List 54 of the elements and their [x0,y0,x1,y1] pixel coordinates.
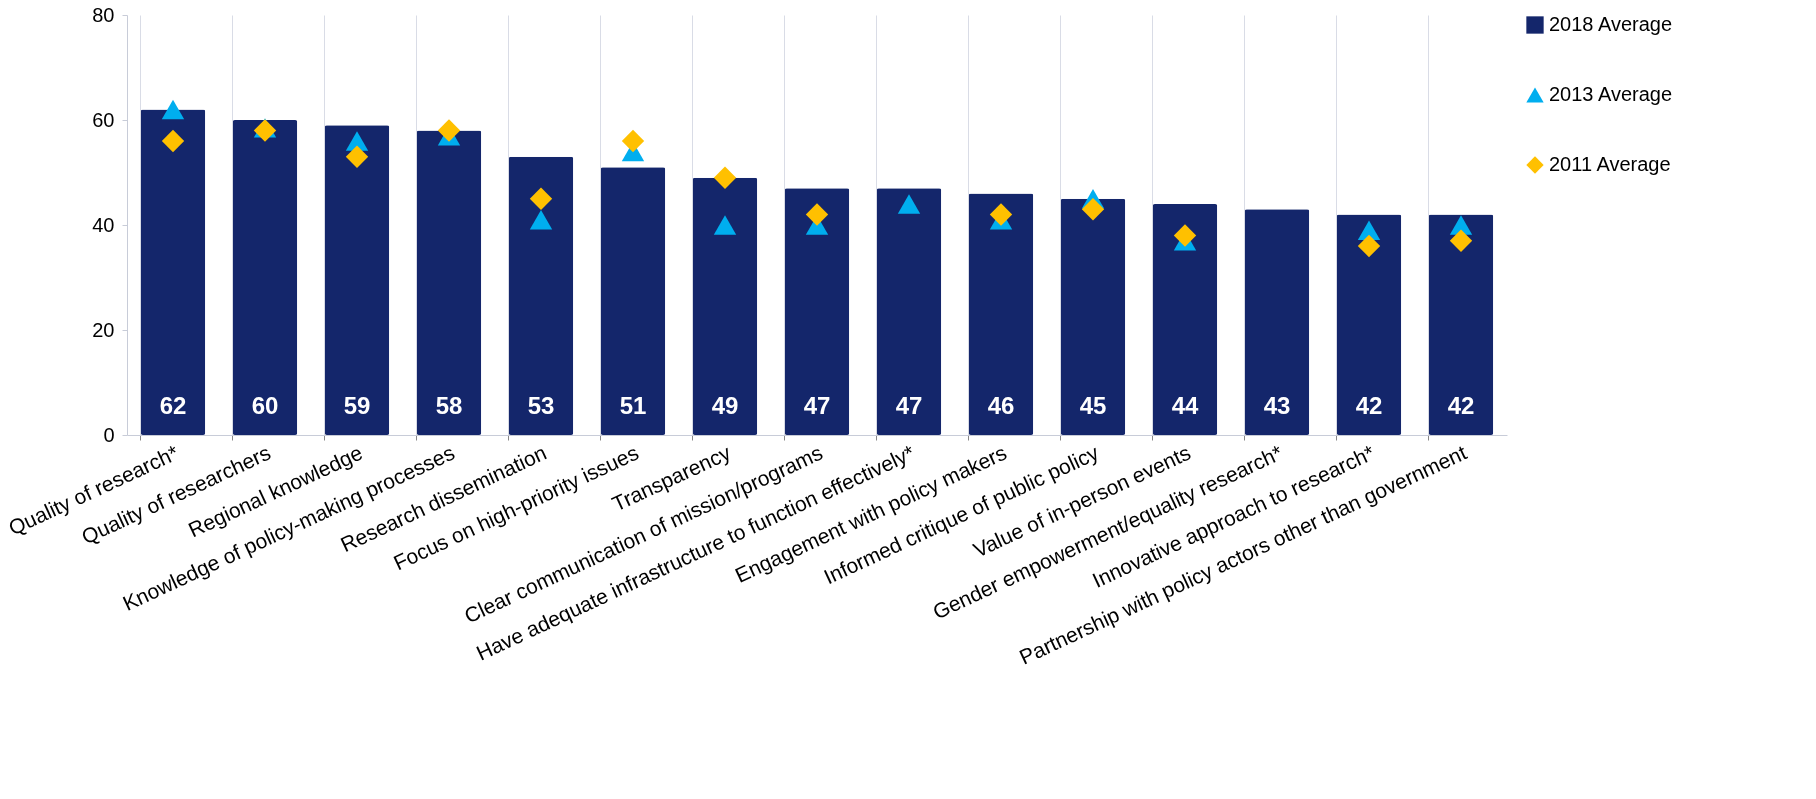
legend-label: 2013 Average [1549,83,1673,105]
point [713,166,737,189]
bar [416,130,482,435]
point [437,119,461,142]
y-tick-label: 0 [103,423,115,446]
data-label: 44 [1171,392,1199,419]
data-label: 53 [527,392,555,419]
data-label: 60 [251,392,279,419]
y-tick-label: 60 [92,108,115,131]
bar [140,109,206,435]
data-label: 47 [803,392,831,419]
bar [1152,204,1218,435]
bar [600,167,666,435]
data-label: 46 [987,392,1015,419]
legend-label: 2011 Average [1549,153,1671,175]
bar [968,193,1034,435]
data-label: 42 [1355,392,1383,419]
point [897,194,921,214]
point [1449,229,1473,252]
data-label: 49 [711,392,739,419]
bar [324,125,390,435]
bar [508,156,574,435]
bar [692,177,758,435]
point [529,187,553,210]
point [989,203,1013,226]
data-label: 43 [1263,392,1291,419]
data-label: 58 [435,392,463,419]
point [161,99,185,120]
bar [1428,214,1494,435]
data-label: 45 [1079,392,1107,419]
y-tick-label: 80 [92,3,115,26]
point [805,203,829,226]
legend-label: 2018 Average [1549,13,1673,35]
data-label: 62 [159,392,187,419]
bar [784,188,850,435]
point [1357,234,1381,258]
bar [1336,214,1402,435]
point [345,145,369,168]
y-tick-label: 40 [92,213,115,236]
bar [876,188,942,435]
bar [232,120,298,435]
data-label: 51 [619,392,647,419]
point [713,215,737,235]
bar [1060,198,1126,435]
data-label: 59 [343,392,371,419]
point [529,210,553,230]
data-label: 42 [1447,392,1475,419]
y-tick-label: 20 [92,318,115,341]
point [621,129,645,153]
point [1173,224,1197,247]
point [1081,198,1105,221]
bar [1244,209,1310,435]
data-label: 47 [895,392,923,419]
point [161,129,185,153]
